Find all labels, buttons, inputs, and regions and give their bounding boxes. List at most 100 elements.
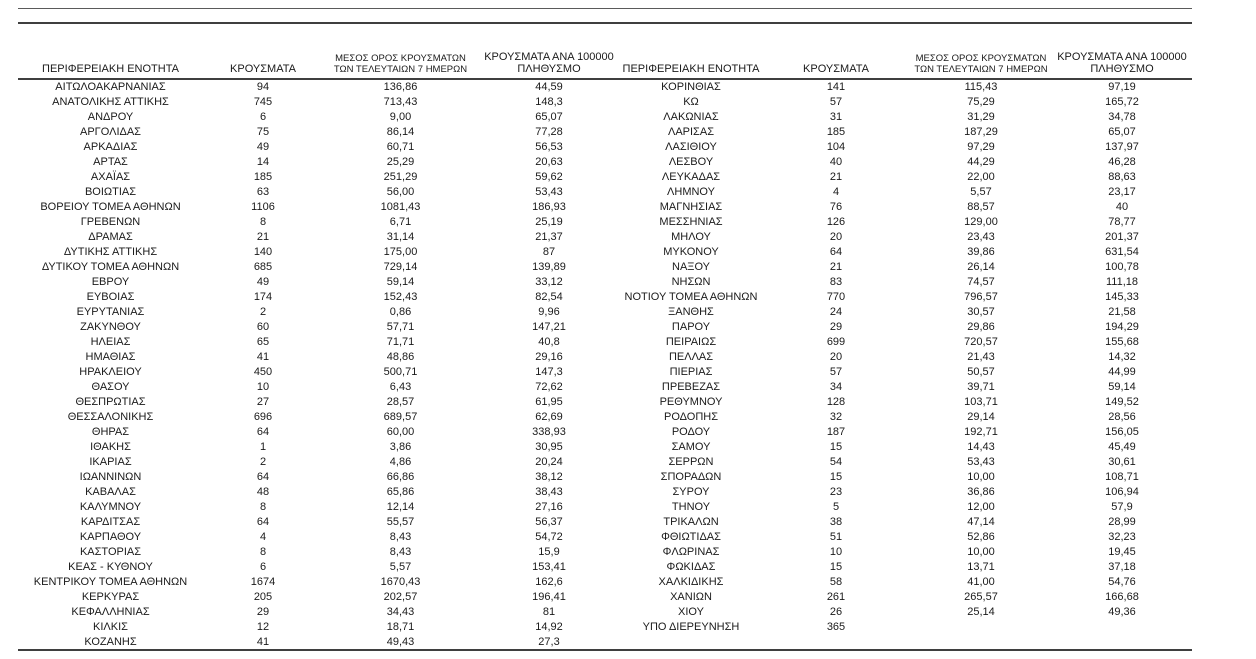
avg7-cell: 31,14 [386,231,415,243]
table-row: ΘΑΣΟΥ 10 6,43 72,62 [18,380,620,395]
cases-cell: 187 [826,426,846,438]
avg7-cell: 0,86 [389,306,412,318]
cases-cell: 5 [832,501,840,513]
avg7-cell: 129,00 [964,216,998,228]
table-row: ΖΑΚΥΝΘΟΥ 60 57,71 147,21 [18,320,620,335]
cases-cell: 41 [256,636,270,648]
per100k-cell: 82,54 [535,291,563,303]
cases-cell: 104 [826,141,846,153]
cases-cell: 20 [829,231,843,243]
cases-cell: 75 [256,126,270,138]
avg7-cell: 50,57 [967,366,995,378]
cases-cell: 27 [256,396,270,408]
table-row: ΛΑΡΙΣΑΣ 185 187,29 65,07 [620,125,1192,140]
avg7-cell: 97,29 [967,141,995,153]
per100k-cell: 21,58 [1108,306,1136,318]
region-cell: ΗΡΑΚΛΕΙΟΥ [79,366,142,378]
per100k-cell: 631,54 [1105,246,1139,258]
cases-cell: 770 [826,291,846,303]
per100k-cell: 25,19 [535,216,563,228]
table-row: ΧΑΛΚΙΔΙΚΗΣ 58 41,00 54,76 [620,575,1192,590]
table-row: ΦΩΚΙΔΑΣ 15 13,71 37,18 [620,560,1192,575]
cases-cell: 685 [253,261,273,273]
col-header-per100k-line2: ΠΛΗΘΥΣΜΟ [517,63,581,75]
table-row: ΚΑΒΑΛΑΣ 48 65,86 38,43 [18,485,620,500]
per100k-cell: 56,37 [535,516,563,528]
table-row: ΔΥΤΙΚΟΥ ΤΟΜΕΑ ΑΘΗΝΩΝ 685 729,14 139,89 [18,260,620,275]
avg7-cell: 59,14 [386,276,415,288]
region-cell: ΒΟΡΕΙΟΥ ΤΟΜΕΑ ΑΘΗΝΩΝ [40,201,181,213]
region-cell: ΦΘΙΩΤΙΔΑΣ [661,531,721,543]
avg7-cell: 44,29 [967,156,995,168]
cases-cell: 41 [256,351,270,363]
table-row: ΞΑΝΘΗΣ 24 30,57 21,58 [620,305,1192,320]
region-cell: ΑΝΔΡΟΥ [87,111,134,123]
avg7-cell: 6,43 [389,381,412,393]
table-row: ΡΟΔΟΥ 187 192,71 156,05 [620,425,1192,440]
cases-cell: 6 [259,111,267,123]
region-cell: ΘΕΣΠΡΩΤΙΑΣ [75,396,146,408]
region-cell: ΜΗΛΟΥ [671,231,711,243]
table-row: ΧΙΟΥ 26 25,14 49,36 [620,605,1192,620]
avg7-cell: 60,71 [386,141,415,153]
table-row: ΕΥΒΟΙΑΣ 174 152,43 82,54 [18,290,620,305]
table-row: ΠΕΛΛΑΣ 20 21,43 14,32 [620,350,1192,365]
per100k-cell: 44,99 [1108,366,1136,378]
per100k-cell: 27,3 [538,636,560,648]
cases-cell: 21 [829,261,843,273]
avg7-cell: 13,71 [967,561,995,573]
cases-cell: 65 [256,336,270,348]
cases-cell: 185 [826,126,846,138]
col-header-per100k-line1: ΚΡΟΥΣΜΑΤΑ ΑΝΑ 100000 [484,51,614,63]
table-row: ΚΙΛΚΙΣ 12 18,71 14,92 [18,620,620,635]
table-row: ΜΑΓΝΗΣΙΑΣ 76 88,57 40 [620,200,1192,215]
avg7-cell: 796,57 [964,291,998,303]
per100k-cell: 27,16 [535,501,563,513]
avg7-cell: 65,86 [386,486,415,498]
avg7-cell: 202,57 [383,591,418,603]
table-row: ΗΡΑΚΛΕΙΟΥ 450 500,71 147,3 [18,365,620,380]
table-row: ΚΑΡΠΑΘΟΥ 4 8,43 54,72 [18,530,620,545]
region-cell: ΧΙΟΥ [678,606,704,618]
table-row: ΠΑΡΟΥ 29 29,86 194,29 [620,320,1192,335]
table-row: ΠΙΕΡΙΑΣ 57 50,57 44,99 [620,365,1192,380]
avg7-cell: 4,86 [389,456,412,468]
avg7-cell: 9,00 [389,111,412,123]
per100k-cell: 162,6 [535,576,563,588]
table-row: ΚΕΑΣ - ΚΥΘΝΟΥ 6 5,57 153,41 [18,560,620,575]
region-cell: ΚΑΡΔΙΤΣΑΣ [80,516,141,528]
avg7-cell: 52,86 [967,531,995,543]
avg7-cell: 21,43 [967,351,995,363]
per100k-cell: 30,61 [1108,456,1136,468]
avg7-cell: 86,14 [386,126,415,138]
avg7-cell: 26,14 [967,261,995,273]
col-header-avg7: ΜΕΣΟΣ ΟΡΟΣ ΚΡΟΥΣΜΑΤΩΝ ΤΩΝ ΤΕΛΕΥΤΑΙΩΝ 7 Η… [910,40,1052,80]
cases-cell: 64 [256,516,270,528]
col-header-avg7-line2: ΤΩΝ ΤΕΛΕΥΤΑΙΩΝ 7 ΗΜΕΡΩΝ [333,63,468,75]
table-row: ΙΘΑΚΗΣ 1 3,86 30,95 [18,440,620,455]
region-cell: ΑΝΑΤΟΛΙΚΗΣ ΑΤΤΙΚΗΣ [52,96,169,108]
avg7-cell: 55,57 [386,516,415,528]
region-cell: ΒΟΙΩΤΙΑΣ [84,186,137,198]
table-row: ΣΑΜΟΥ 15 14,43 45,49 [620,440,1192,455]
table-row: ΠΕΙΡΑΙΩΣ 699 720,57 155,68 [620,335,1192,350]
avg7-cell: 29,14 [967,411,995,423]
avg7-cell: 152,43 [383,291,418,303]
cases-cell: 14 [256,156,270,168]
region-cell: ΓΡΕΒΕΝΩΝ [80,216,141,228]
per100k-cell: 147,3 [535,366,563,378]
per100k-cell: 54,76 [1108,576,1136,588]
region-cell: ΤΡΙΚΑΛΩΝ [663,516,719,528]
region-cell: ΘΑΣΟΥ [91,381,130,393]
cases-cell: 15 [829,441,843,453]
region-cell: ΑΡΚΑΔΙΑΣ [83,141,138,153]
region-cell: ΔΥΤΙΚΗΣ ΑΤΤΙΚΗΣ [63,246,158,258]
avg7-cell: 57,71 [386,321,415,333]
region-cell: ΛΑΡΙΣΑΣ [667,126,714,138]
table-row: ΑΡΚΑΔΙΑΣ 49 60,71 56,53 [18,140,620,155]
cases-cell: 38 [829,516,843,528]
avg7-cell: 175,00 [383,246,418,258]
region-cell: ΛΑΣΙΘΙΟΥ [665,141,717,153]
per100k-cell: 59,14 [1108,381,1136,393]
